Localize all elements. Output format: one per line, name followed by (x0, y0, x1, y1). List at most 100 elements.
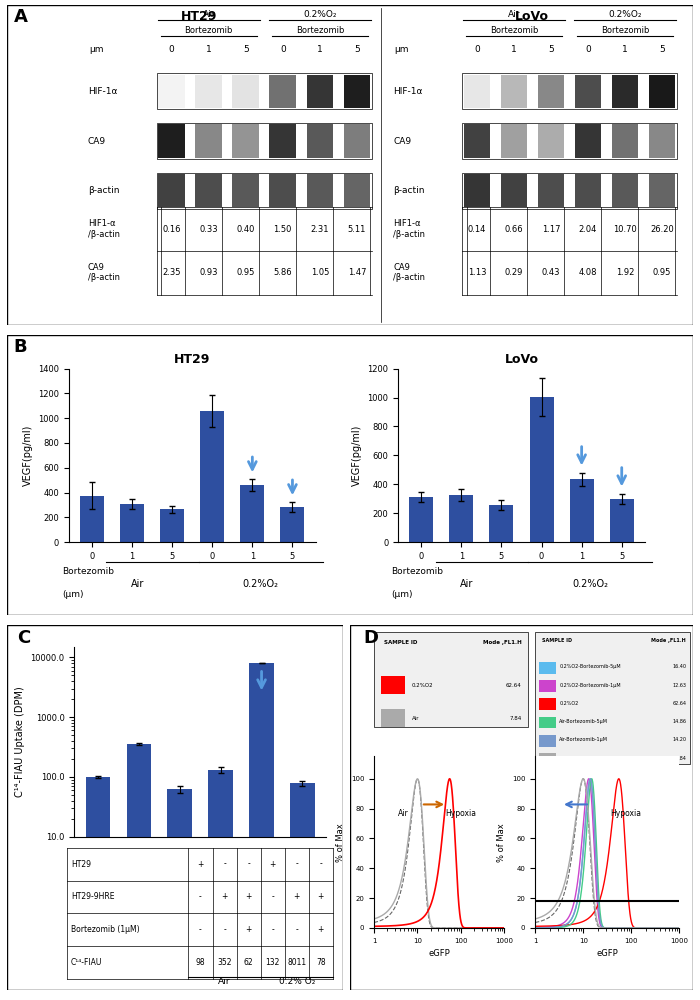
Text: SAMPLE ID: SAMPLE ID (542, 638, 572, 643)
Text: 98: 98 (196, 958, 205, 967)
Text: HT29: HT29 (71, 860, 91, 869)
Text: Bortezomib: Bortezomib (490, 26, 538, 35)
Text: 2.35: 2.35 (162, 268, 181, 277)
Text: CA9: CA9 (88, 136, 106, 145)
Text: 5: 5 (243, 45, 248, 54)
Text: Bortezomib: Bortezomib (185, 26, 233, 35)
Bar (449, 495, 473, 542)
Text: Air: Air (131, 579, 144, 589)
Bar (463, 174, 490, 207)
Text: 0.2%O2-Bortezomib-5μM: 0.2%O2-Bortezomib-5μM (559, 664, 621, 669)
Text: 8011: 8011 (287, 958, 307, 967)
Bar (167, 789, 192, 1000)
Text: μm: μm (395, 45, 409, 54)
Text: -: - (223, 925, 226, 934)
Text: 1.05: 1.05 (311, 268, 329, 277)
Text: 0: 0 (474, 45, 480, 54)
Text: Air-Bortezomib-5μM: Air-Bortezomib-5μM (559, 719, 608, 724)
Text: 14.20: 14.20 (672, 737, 686, 742)
Bar (232, 75, 259, 108)
Text: Air: Air (218, 977, 231, 986)
Text: 0.33: 0.33 (199, 225, 218, 233)
Bar (240, 485, 265, 542)
Text: HIF-1α: HIF-1α (393, 87, 423, 96)
Text: A: A (14, 8, 28, 26)
Bar (539, 662, 556, 674)
Text: CA9
/β-actin: CA9 /β-actin (88, 262, 120, 282)
Bar (539, 753, 556, 765)
Bar (209, 770, 233, 1000)
Text: μm: μm (90, 45, 104, 54)
Text: HIF1-α
/β-actin: HIF1-α /β-actin (393, 219, 425, 239)
Bar (539, 680, 556, 692)
Text: 5: 5 (659, 45, 665, 54)
Bar (538, 174, 564, 207)
Text: C¹⁴-FIAU: C¹⁴-FIAU (71, 958, 102, 967)
Text: -: - (272, 925, 274, 934)
Bar (120, 504, 144, 542)
Bar (612, 75, 638, 108)
Bar (463, 124, 490, 158)
Bar (529, 397, 554, 542)
Text: 1: 1 (317, 45, 323, 54)
Text: HT29: HT29 (181, 10, 217, 23)
Bar (307, 124, 333, 158)
Bar (539, 735, 556, 747)
Text: 62: 62 (244, 958, 253, 967)
Text: CA9: CA9 (393, 136, 412, 145)
Text: +: + (221, 892, 228, 901)
Bar (307, 174, 333, 207)
Bar (232, 174, 259, 207)
Text: 0.2% O₂: 0.2% O₂ (279, 977, 315, 986)
Text: 5: 5 (354, 45, 360, 54)
Text: Mode ,FL1.H: Mode ,FL1.H (483, 640, 522, 645)
Bar (570, 479, 594, 542)
Bar (270, 124, 296, 158)
Text: 1: 1 (206, 45, 211, 54)
Text: +: + (270, 860, 276, 869)
Text: 1.17: 1.17 (542, 225, 560, 233)
Bar (290, 783, 315, 1000)
Text: 0.2%O2: 0.2%O2 (412, 683, 433, 688)
Text: Hypoxia: Hypoxia (610, 809, 641, 818)
Text: Hypoxia: Hypoxia (446, 809, 477, 818)
Text: HIF1-α
/β-actin: HIF1-α /β-actin (88, 219, 120, 239)
Text: 0.2%O2: 0.2%O2 (559, 701, 578, 706)
Title: HT29: HT29 (174, 353, 211, 366)
Text: 0.2%O₂: 0.2%O₂ (303, 10, 337, 19)
Text: 10.70: 10.70 (613, 225, 637, 233)
Bar (127, 744, 151, 1000)
Text: 0.66: 0.66 (505, 225, 524, 233)
Bar (381, 676, 405, 694)
Text: HT29-9HRE: HT29-9HRE (71, 892, 114, 901)
Bar (649, 174, 675, 207)
Text: 0.40: 0.40 (237, 225, 255, 233)
Bar (157, 123, 372, 159)
Y-axis label: VEGF(pg/ml): VEGF(pg/ml) (351, 425, 362, 486)
Bar (500, 124, 527, 158)
Text: +: + (246, 892, 252, 901)
Text: 4.08: 4.08 (579, 268, 597, 277)
Text: 0: 0 (280, 45, 286, 54)
Text: 0.95: 0.95 (653, 268, 671, 277)
Bar (381, 709, 405, 727)
Text: CA9
/β-actin: CA9 /β-actin (393, 262, 425, 282)
Text: 62.64: 62.64 (505, 683, 522, 688)
Bar (270, 174, 296, 207)
Text: 352: 352 (217, 958, 232, 967)
Text: Air: Air (412, 716, 419, 721)
Text: 0.93: 0.93 (199, 268, 218, 277)
Bar (575, 174, 601, 207)
Bar (462, 123, 677, 159)
Text: 78: 78 (316, 958, 326, 967)
Text: 0.2%O₂: 0.2%O₂ (608, 10, 642, 19)
Y-axis label: C¹⁴-FIAU Uptake (DPM): C¹⁴-FIAU Uptake (DPM) (15, 686, 24, 797)
Text: 0.43: 0.43 (542, 268, 560, 277)
Text: 0.14: 0.14 (468, 225, 486, 233)
Text: (μm): (μm) (391, 590, 413, 599)
Text: 26.20: 26.20 (650, 225, 674, 233)
Text: +: + (197, 860, 204, 869)
Text: 5.86: 5.86 (274, 268, 292, 277)
Text: SAMPLE ID: SAMPLE ID (384, 640, 418, 645)
Text: 16.40: 16.40 (672, 664, 686, 669)
